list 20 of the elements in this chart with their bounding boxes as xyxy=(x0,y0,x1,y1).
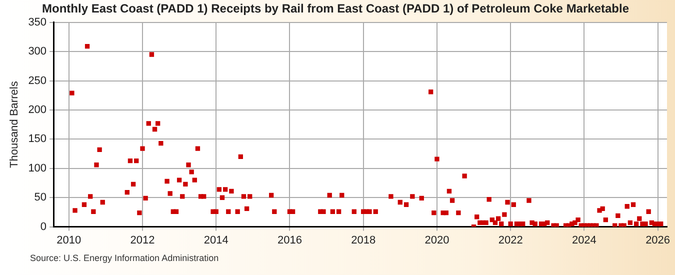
y-tick-label: 250 xyxy=(28,74,47,87)
y-tick-label: 200 xyxy=(28,104,47,116)
x-tick-label: 2022 xyxy=(498,234,523,246)
y-tick-label: 0 xyxy=(40,220,47,233)
y-tick-label: 350 xyxy=(28,16,47,28)
source-note: Source: U.S. Energy Information Administration xyxy=(30,253,219,263)
x-tick-label: 2014 xyxy=(204,234,228,246)
x-tick-label: 2018 xyxy=(351,234,376,246)
y-tick-label: 100 xyxy=(28,162,47,174)
x-tick-label: 2010 xyxy=(56,234,82,246)
x-tick-label: 2024 xyxy=(572,234,596,246)
y-tick-label: 150 xyxy=(28,133,47,146)
chart-title: Monthly East Coast (PADD 1) Receipts by Rail from East Coast (PADD 1) of Petroleum Coke Marketable xyxy=(42,2,630,16)
y-tick-label: 50 xyxy=(34,192,47,204)
y-axis-title: Thousand Barrels xyxy=(8,80,21,168)
x-tick-label: 2012 xyxy=(130,234,155,246)
x-tick-label: 2020 xyxy=(424,234,450,246)
x-tick-label: 2026 xyxy=(646,234,670,246)
x-tick-label: 2016 xyxy=(277,234,302,246)
y-tick-label: 300 xyxy=(28,46,47,58)
